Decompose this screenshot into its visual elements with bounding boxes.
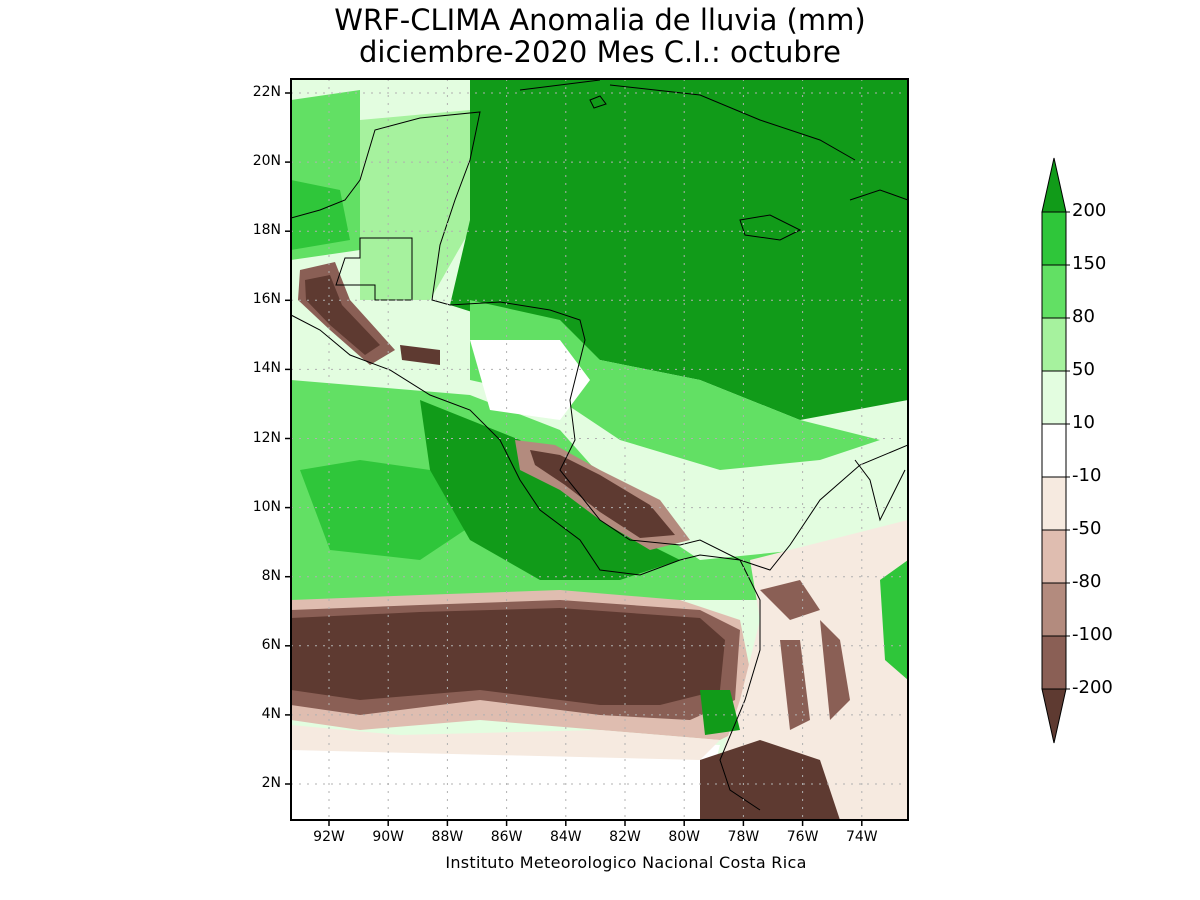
legend-level-label: -100 — [1072, 624, 1113, 645]
pacific-green-core — [300, 460, 480, 560]
legend-colorbar — [1041, 157, 1070, 744]
lon-label: 84W — [549, 829, 582, 845]
lat-label: 14N — [252, 360, 281, 377]
legend-level-label: 200 — [1072, 200, 1107, 221]
lon-label: 80W — [668, 829, 701, 845]
lon-label: 82W — [609, 829, 641, 845]
colombia-green-east — [880, 560, 908, 680]
lat-label: 12N — [252, 429, 281, 446]
legend-arrow-low — [1041, 688, 1067, 744]
credit-text: Instituto Meteorologico Nacional Costa R… — [445, 853, 807, 872]
lat-label: 18N — [252, 222, 281, 239]
cr-pacific-dark — [420, 400, 680, 580]
legend-level-label: 150 — [1072, 253, 1107, 274]
legend-swatch — [1041, 582, 1067, 637]
brown-band-core — [291, 608, 725, 705]
lon-label: 88W — [431, 829, 464, 845]
colombia-brown-blob — [760, 580, 820, 620]
colombia-green-blob — [700, 690, 740, 735]
honduras-white — [470, 340, 590, 420]
legend-level-label: 50 — [1072, 359, 1095, 380]
legend-level-label: 10 — [1072, 412, 1095, 433]
colombia-dark-south — [700, 740, 840, 820]
legend-swatch — [1041, 264, 1067, 319]
guatemala-brown — [400, 345, 440, 365]
lon-label: 76W — [786, 829, 819, 845]
lat-label: 10N — [252, 498, 281, 515]
caribbean-medium-green — [470, 300, 880, 470]
legend-level-label: -200 — [1072, 677, 1113, 698]
legend-swatch — [1041, 370, 1067, 425]
lon-label: 90W — [372, 829, 405, 845]
lat-label: 2N — [261, 775, 281, 791]
yucatan-light — [360, 110, 470, 300]
map-title-line1: WRF-CLIMA Anomalia de lluvia (mm) — [334, 3, 866, 37]
coastlines — [291, 79, 908, 811]
legend-swatch — [1041, 529, 1067, 584]
lon-label: 92W — [313, 829, 345, 845]
map-title-line2: diciembre-2020 Mes C.I.: octubre — [359, 35, 841, 69]
chiapas-brown-core — [305, 275, 380, 355]
legend-level-label: -50 — [1072, 518, 1102, 539]
legend-swatch — [1041, 476, 1067, 531]
lat-label: 20N — [252, 153, 281, 170]
legend-swatch — [1041, 635, 1067, 690]
lat-label: 8N — [261, 567, 281, 584]
map-frame — [290, 78, 909, 821]
legend-level-label: -10 — [1072, 465, 1102, 486]
colombia-brown-streak2 — [820, 620, 850, 720]
legend-level-label: 80 — [1072, 306, 1095, 327]
legend-swatch — [1041, 211, 1067, 266]
lat-label: 4N — [261, 705, 281, 722]
lat-label: 22N — [252, 84, 281, 100]
colombia-brown-streak — [780, 640, 810, 730]
south-pale — [291, 725, 720, 760]
graticule — [291, 79, 908, 820]
lon-label: 86W — [490, 829, 523, 845]
legend-arrow-high — [1041, 157, 1067, 213]
legend-level-label: -80 — [1072, 571, 1102, 592]
lon-label: 78W — [727, 829, 760, 845]
west-green-core — [291, 180, 350, 250]
legend-swatch — [1041, 317, 1067, 372]
lat-label: 16N — [252, 291, 281, 308]
legend-swatch — [1041, 423, 1067, 478]
tick-marks — [285, 92, 863, 826]
lat-label: 6N — [261, 636, 281, 653]
anomaly-field — [291, 79, 908, 820]
lon-label: 74W — [845, 829, 878, 845]
